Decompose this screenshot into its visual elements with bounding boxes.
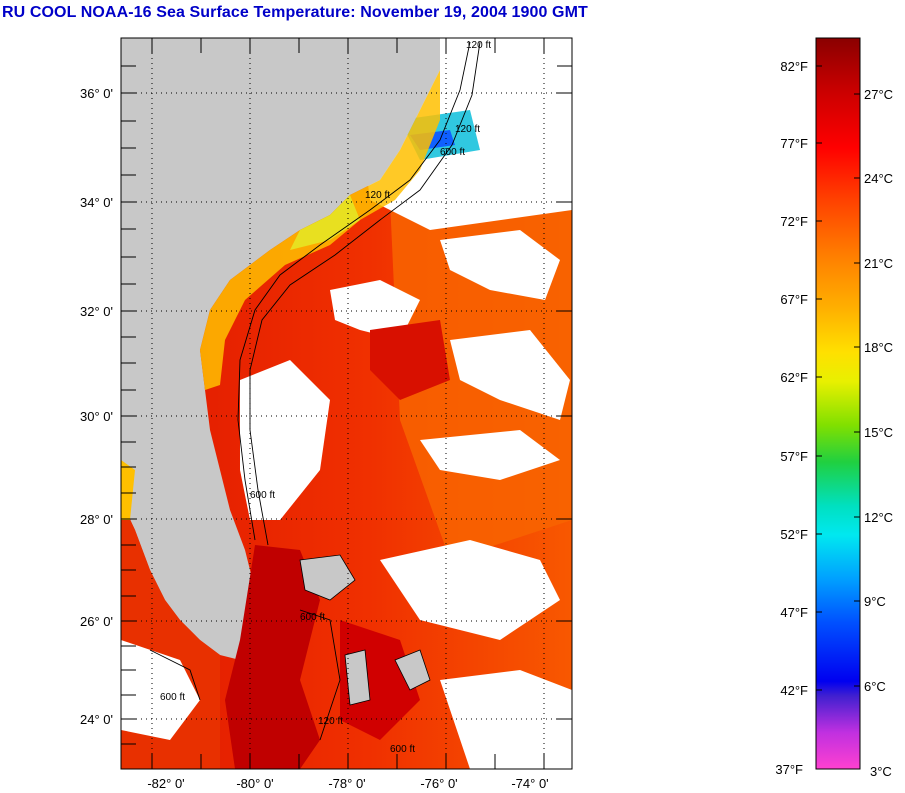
contour-label: 120 ft — [466, 40, 491, 51]
map-frame — [120, 37, 573, 770]
lon-ticks — [151, 38, 545, 769]
lat-label: 34° 0' — [80, 195, 113, 210]
colorbar-label-c: 3°C — [870, 764, 892, 779]
colorbar-label-c: 27°C — [864, 87, 893, 102]
cloud-patch — [440, 230, 560, 300]
warm-core — [225, 545, 320, 769]
lon-label: -82° 0' — [147, 776, 184, 791]
colorbar-label-c: 9°C — [864, 594, 886, 609]
colorbar-ticks — [816, 65, 860, 691]
gulf-coastal — [121, 460, 135, 520]
colorbar-label-f: 62°F — [780, 370, 808, 385]
cloud-patch — [380, 540, 560, 640]
lat-ticks — [121, 65, 572, 745]
cloud-patch — [240, 360, 330, 520]
colorbar-label-f: 47°F — [780, 605, 808, 620]
bahamas-island — [394, 649, 431, 691]
colorbar-label-f: 57°F — [780, 449, 808, 464]
lat-label: 26° 0' — [80, 614, 113, 629]
colorbar-label-f: 42°F — [780, 683, 808, 698]
lon-label: -74° 0' — [511, 776, 548, 791]
map-image — [121, 38, 572, 769]
contour-label: 600 ft — [250, 490, 275, 501]
land-mass — [121, 38, 440, 660]
colorbar-label-f: 77°F — [780, 136, 808, 151]
colorbar-label-f: 67°F — [780, 292, 808, 307]
colorbar-label-c: 12°C — [864, 510, 893, 525]
lat-label: 24° 0' — [80, 712, 113, 727]
lat-label: 32° 0' — [80, 304, 113, 319]
map-title: RU COOL NOAA-16 Sea Surface Temperature:… — [2, 4, 588, 21]
isobath-gulf — [149, 649, 201, 701]
colorbar-label-c: 18°C — [864, 340, 893, 355]
isobath-bahamas — [299, 609, 341, 741]
lat-label: 30° 0' — [80, 409, 113, 424]
colorbar-label-f: 37°F — [775, 762, 803, 777]
colorbar-label-c: 15°C — [864, 425, 893, 440]
coastal-yellow — [290, 195, 360, 250]
warm-core — [340, 620, 420, 740]
bahamas-island — [299, 554, 356, 601]
lon-label: -80° 0' — [236, 776, 273, 791]
contour-label: 120 ft — [318, 716, 343, 727]
lon-label: -78° 0' — [328, 776, 365, 791]
cloud-patch — [330, 280, 420, 340]
cloud-patch — [420, 430, 560, 480]
warm-eddy — [370, 320, 450, 400]
contour-label: 120 ft — [455, 124, 480, 135]
lat-label: 28° 0' — [80, 512, 113, 527]
contour-label: 600 ft — [440, 147, 465, 158]
colorbar-label-c: 24°C — [864, 171, 893, 186]
contour-label: 600 ft — [390, 744, 415, 755]
colorbar-gradient — [815, 37, 861, 770]
contour-label: 600 ft — [160, 692, 185, 703]
cloud-patch — [450, 330, 570, 420]
lon-label: -76° 0' — [420, 776, 457, 791]
colorbar-label-c: 6°C — [864, 679, 886, 694]
colorbar-label-c: 21°C — [864, 256, 893, 271]
colorbar-label-f: 72°F — [780, 214, 808, 229]
lat-label: 36° 0' — [80, 86, 113, 101]
colorbar-label-f: 82°F — [780, 59, 808, 74]
contour-label: 600 ft — [300, 612, 325, 623]
isobath-600ft — [249, 41, 481, 546]
graticule — [121, 38, 572, 769]
isobath-120ft — [237, 41, 471, 541]
colorbar-label-f: 52°F — [780, 527, 808, 542]
contour-label: 120 ft — [365, 190, 390, 201]
